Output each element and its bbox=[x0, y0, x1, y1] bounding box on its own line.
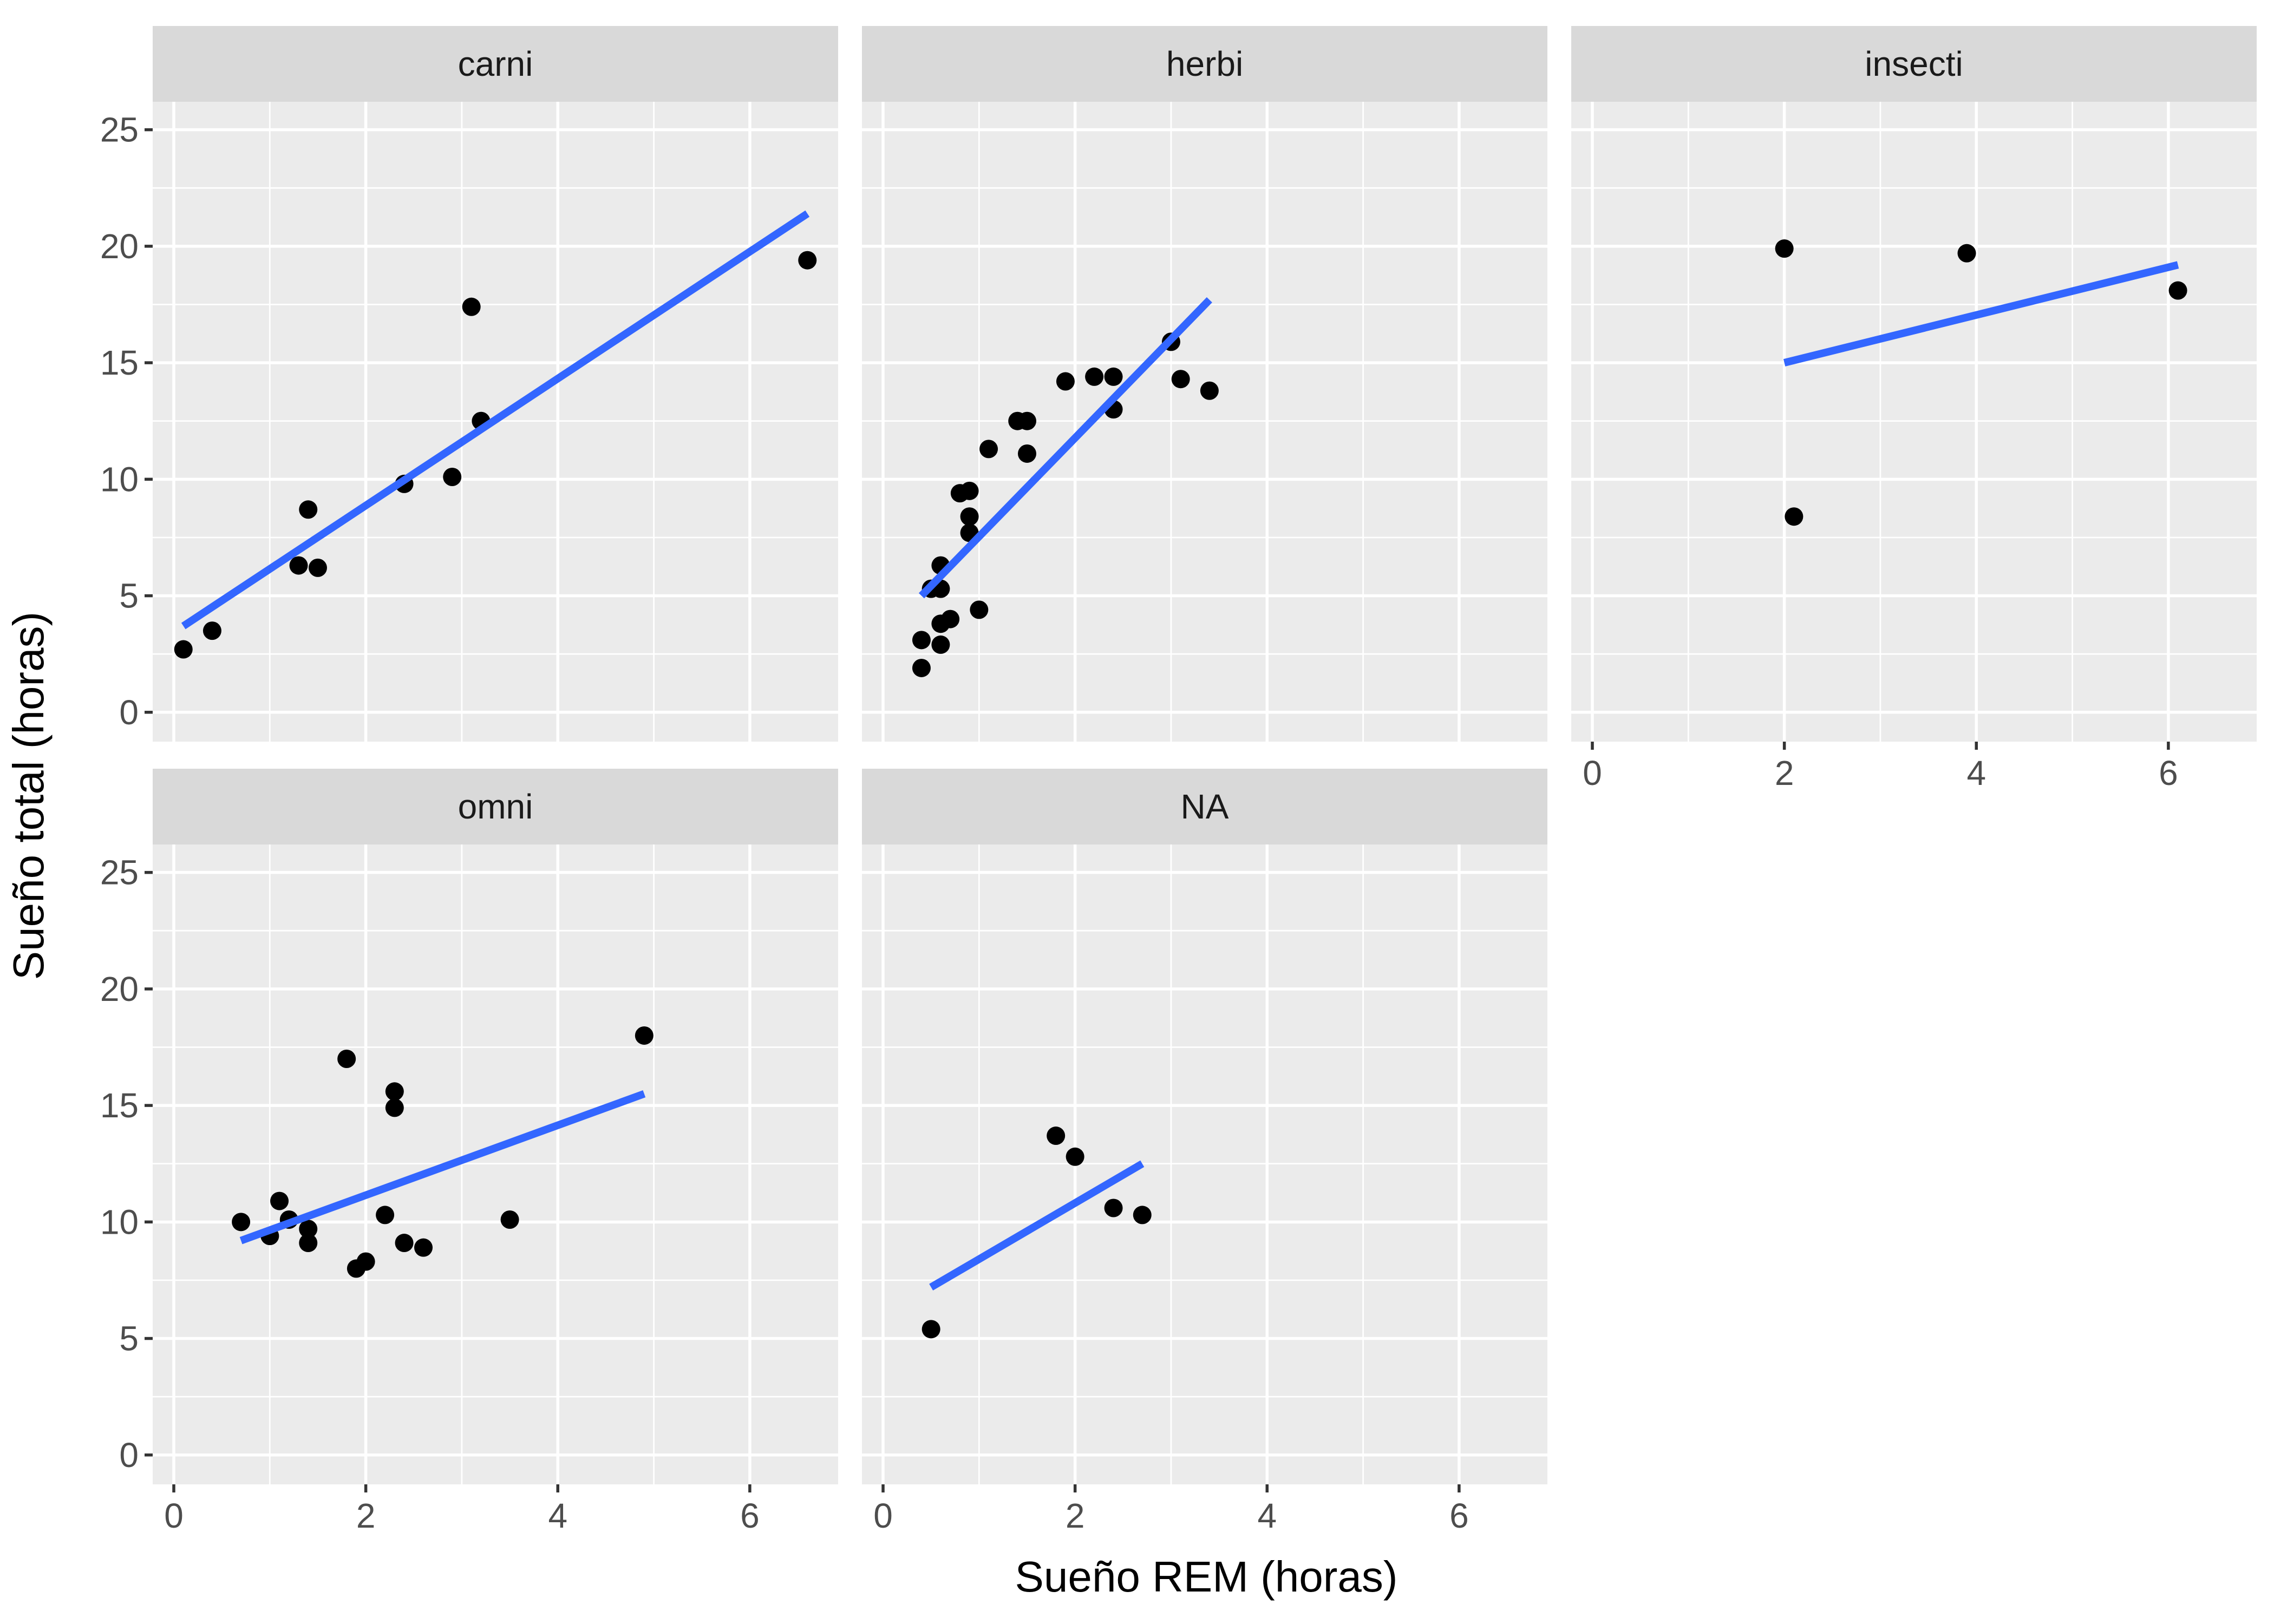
data-point bbox=[308, 558, 327, 577]
facet-panel-insecti: insecti 0 2 4 6 bbox=[1571, 26, 2257, 793]
data-point bbox=[798, 251, 817, 270]
x-tick-label: 2 bbox=[1775, 754, 1794, 793]
regression-line bbox=[239, 1090, 646, 1245]
x-tick-label: 2 bbox=[356, 1496, 376, 1535]
data-point bbox=[1775, 239, 1794, 258]
x-tick-label: 2 bbox=[1066, 1496, 1085, 1535]
data-point bbox=[1133, 1206, 1152, 1224]
y-tick-label: 0 bbox=[119, 693, 139, 732]
data-point bbox=[960, 481, 979, 500]
data-point bbox=[1104, 367, 1123, 386]
data-point bbox=[979, 440, 998, 459]
x-tick-label: 4 bbox=[1257, 1496, 1277, 1535]
strip-label: carni bbox=[458, 44, 533, 83]
data-point bbox=[635, 1026, 654, 1045]
data-point bbox=[299, 1220, 318, 1239]
y-tick-label: 20 bbox=[100, 970, 139, 1009]
data-point bbox=[376, 1206, 395, 1224]
x-tick-label: 0 bbox=[164, 1496, 184, 1535]
data-point bbox=[1047, 1127, 1066, 1145]
data-point bbox=[1056, 372, 1075, 391]
data-point bbox=[941, 610, 960, 628]
data-point bbox=[912, 658, 931, 677]
x-tick-label: 0 bbox=[873, 1496, 893, 1535]
data-point bbox=[1200, 381, 1219, 400]
y-tick-label: 15 bbox=[100, 1086, 139, 1125]
data-point bbox=[1017, 411, 1036, 430]
regression-line bbox=[929, 1160, 1145, 1291]
x-tick-label: 0 bbox=[1583, 754, 1602, 793]
data-point bbox=[1957, 244, 1976, 263]
data-point bbox=[232, 1213, 251, 1232]
facet-panel-carni: carni 0 5 10 15 20 25 bbox=[100, 26, 838, 742]
y-tick-label: 20 bbox=[100, 227, 139, 266]
data-point bbox=[1017, 444, 1036, 463]
data-point bbox=[356, 1252, 375, 1271]
strip-background bbox=[153, 26, 838, 102]
data-point bbox=[337, 1050, 356, 1069]
strip-label: insecti bbox=[1865, 44, 1963, 83]
strip-background bbox=[153, 769, 838, 844]
data-point bbox=[414, 1238, 433, 1257]
y-tick-label: 10 bbox=[100, 460, 139, 499]
data-point bbox=[299, 500, 318, 519]
data-point bbox=[462, 297, 481, 316]
data-point bbox=[922, 1320, 940, 1339]
y-tick-label: 5 bbox=[119, 1319, 139, 1358]
y-tick-label: 0 bbox=[119, 1436, 139, 1475]
facet-panel-na: NA 0 2 4 6 bbox=[862, 769, 1547, 1535]
x-tick-label: 6 bbox=[740, 1496, 760, 1535]
strip-background bbox=[1571, 26, 2257, 102]
data-point bbox=[1066, 1147, 1084, 1166]
data-point bbox=[299, 1234, 318, 1253]
data-point bbox=[1085, 367, 1104, 386]
y-axis-title: Sueño total (horas) bbox=[4, 612, 53, 980]
strip-label: herbi bbox=[1166, 44, 1243, 83]
data-point bbox=[202, 621, 221, 640]
y-tick-label: 5 bbox=[119, 577, 139, 615]
regression-line bbox=[918, 297, 1212, 599]
strip-label: omni bbox=[458, 787, 533, 826]
facet-panel-omni: omni 0 2 4 6 0 5 10 15 20 25 bbox=[100, 769, 838, 1535]
regression-line bbox=[1783, 261, 2179, 366]
data-point bbox=[1171, 370, 1190, 389]
strip-background bbox=[862, 26, 1547, 102]
y-tick-label: 25 bbox=[100, 853, 139, 892]
y-tick-label: 15 bbox=[100, 343, 139, 382]
facet-panel-herbi: herbi bbox=[862, 26, 1547, 742]
data-point bbox=[385, 1082, 404, 1101]
data-point bbox=[1785, 507, 1803, 526]
regression-line bbox=[181, 210, 810, 630]
strip-background bbox=[862, 769, 1547, 844]
data-point bbox=[289, 556, 308, 575]
x-axis-title: Sueño REM (horas) bbox=[1015, 1553, 1398, 1601]
data-point bbox=[912, 631, 931, 650]
x-tick-label: 4 bbox=[1966, 754, 1986, 793]
data-point bbox=[385, 1098, 404, 1117]
x-tick-label: 6 bbox=[1449, 1496, 1469, 1535]
data-point bbox=[500, 1210, 519, 1229]
data-point bbox=[931, 635, 950, 654]
data-point bbox=[443, 468, 462, 487]
data-point bbox=[960, 507, 979, 526]
data-point bbox=[270, 1191, 289, 1210]
data-point bbox=[970, 600, 989, 619]
data-point bbox=[2168, 281, 2187, 300]
strip-label: NA bbox=[1181, 787, 1229, 826]
y-tick-label: 25 bbox=[100, 110, 139, 149]
data-point bbox=[395, 1234, 414, 1253]
x-tick-label: 6 bbox=[2159, 754, 2178, 793]
data-point bbox=[174, 640, 193, 659]
y-tick-label: 10 bbox=[100, 1202, 139, 1241]
data-point bbox=[1104, 1199, 1123, 1217]
x-tick-label: 4 bbox=[548, 1496, 567, 1535]
